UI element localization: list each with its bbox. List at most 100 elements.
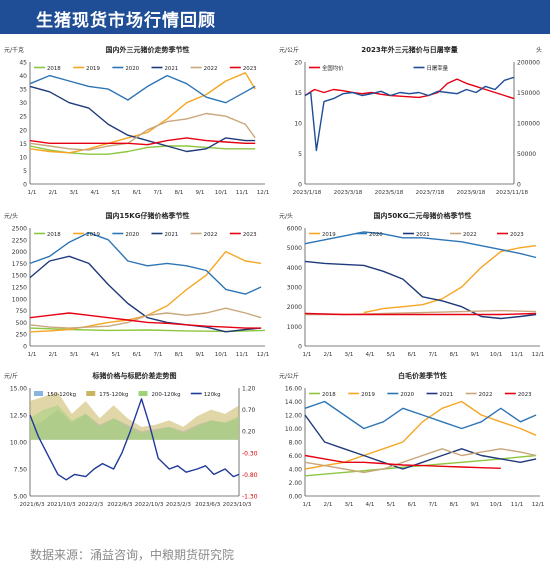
y-tick-label: 5000: [287, 245, 302, 252]
x-tick-label: 3/1: [69, 190, 78, 196]
y-tick-label: 10.00: [285, 426, 302, 433]
y-tick-label: 0: [298, 182, 302, 189]
y-tick-label: 1000: [287, 324, 302, 331]
y-tick-label: 0: [298, 344, 302, 351]
y-axis-label: 元/公斤: [279, 46, 299, 54]
y-tick-right-label: -0.80: [242, 472, 258, 479]
series-line: [304, 454, 501, 469]
x-tick-label: 12/1: [257, 352, 270, 358]
x-tick-label: 2022/10/3: [135, 502, 164, 508]
y-tick-label: 8.00: [289, 440, 303, 447]
y-tick-label: 15: [19, 141, 27, 148]
y-tick-right-label: 200000: [517, 60, 540, 67]
x-tick-label: 2023/1/18: [293, 190, 322, 196]
x-tick-label: 3/1: [344, 502, 353, 508]
x-tick-label: 7/1: [428, 352, 437, 358]
y-tick-label: 2000: [12, 249, 27, 256]
y-tick-label: 6.00: [289, 453, 303, 460]
chart-title: 国内50KG二元母猪价格季节性: [374, 211, 472, 220]
x-tick-label: 6/1: [407, 352, 416, 358]
y-axis-label: 元/斤: [4, 372, 18, 380]
x-tick-label: 11/1: [511, 502, 524, 508]
x-tick-label: 2023/9/18: [457, 190, 486, 196]
y-tick-label: 1000: [12, 296, 27, 303]
y-axis-label: 元/头: [279, 212, 293, 220]
y-tick-right-label: 150000: [517, 90, 540, 97]
x-tick-label: 9/1: [195, 190, 204, 196]
x-tick-label: 10/1: [215, 190, 228, 196]
chart-svg: 2023年外三元猪价与日屠宰量 元/公斤 头 0 5 10 15 20 0 50000 100000…: [279, 45, 542, 196]
series-area: [30, 405, 239, 440]
x-tick-label: 9/1: [470, 352, 479, 358]
x-tick-label: 3/1: [344, 352, 353, 358]
y-tick-label: 45: [19, 60, 27, 67]
y-axis-label: 元/头: [4, 212, 18, 220]
x-tick-label: 1/1: [302, 352, 311, 358]
legend-label: 日屠宰量: [427, 64, 449, 72]
x-tick-label: 8/1: [174, 352, 183, 358]
y-tick-label: 4.00: [289, 467, 303, 474]
x-tick-label: 1/1: [27, 352, 36, 358]
series-line: [304, 312, 537, 316]
y-tick-right-label: 0.20: [242, 429, 256, 436]
y-tick-label: 5: [23, 168, 27, 175]
y-tick-label: 750: [16, 308, 28, 315]
y-tick-label: 35: [19, 87, 27, 94]
x-tick-label: 12/1: [532, 502, 545, 508]
y-tick-label: 2000: [287, 304, 302, 311]
y-tick-label: 5.00: [14, 494, 28, 501]
x-tick-label: 8/1: [449, 352, 458, 358]
x-tick-label: 5/1: [111, 352, 120, 358]
x-tick-label: 7/1: [153, 190, 162, 196]
chart-panel-piglet-price: 国内15KG仔猪价格季节性 元/头 0 250 500 750 1000 1250 1500 17…: [0, 204, 275, 362]
chart-svg: 国内外三元猪价走势季节性 元/千克 0 5 10 15 20 25 30 35 40 45 1/1 2/1…: [4, 45, 270, 196]
chart-title: 标猪价格与标肥价差走势图: [92, 371, 177, 380]
x-tick-label: 2023/6/3: [195, 502, 221, 508]
legend-label: 2023: [510, 232, 524, 238]
chart-title: 国内15KG仔猪价格季节性: [106, 211, 190, 220]
y-tick-label: 25: [19, 114, 27, 121]
x-tick-label: 2023/5/18: [375, 190, 404, 196]
y-tick-label: 20: [19, 127, 27, 134]
x-tick-label: 2023/10/3: [223, 502, 252, 508]
x-tick-label: 5/1: [386, 352, 395, 358]
series-line: [363, 245, 537, 314]
series-line: [304, 448, 537, 474]
series-line: [29, 307, 262, 329]
series-line: [304, 76, 515, 152]
series-line: [29, 74, 256, 104]
y-tick-label: 2250: [12, 237, 27, 244]
x-tick-label: 11/1: [236, 352, 249, 358]
y-tick-label: 1750: [12, 261, 27, 268]
legend-label: 2019: [86, 232, 100, 238]
y-tick-label: 0: [23, 344, 27, 351]
y-tick-label: 10.00: [10, 440, 27, 447]
y-tick-right-label: 50000: [517, 151, 536, 158]
x-tick-label: 6/1: [132, 190, 141, 196]
x-tick-label: 2/1: [323, 352, 332, 358]
x-tick-label: 4/1: [365, 502, 374, 508]
legend-label: 2020: [369, 232, 383, 238]
legend-label: 2018: [47, 66, 61, 72]
x-tick-label: 3/1: [69, 352, 78, 358]
y-tick-label: 3000: [287, 285, 302, 292]
x-tick-label: 1/1: [27, 190, 36, 196]
legend-label: 2023: [243, 66, 257, 72]
legend-label: 2019: [86, 66, 100, 72]
legend-label: 150-120kg: [47, 392, 76, 398]
legend-swatch: [86, 391, 96, 396]
x-tick-label: 10/1: [490, 352, 503, 358]
legend-label: 2019: [322, 232, 336, 238]
y-tick-label: 10: [19, 154, 27, 161]
legend-label: 120kg: [204, 392, 221, 398]
y-tick-label: 0: [23, 182, 27, 189]
y-tick-label: 16.00: [285, 386, 302, 393]
x-tick-label: 9/1: [470, 502, 479, 508]
y-tick-label: 20: [294, 60, 302, 67]
x-tick-label: 11/1: [236, 190, 249, 196]
series-line: [29, 112, 256, 151]
y-axis-label: 元/千克: [4, 46, 24, 54]
legend-swatch: [138, 391, 148, 396]
x-tick-label: 2023/7/18: [416, 190, 445, 196]
x-tick-label: 2023/3/18: [334, 190, 363, 196]
